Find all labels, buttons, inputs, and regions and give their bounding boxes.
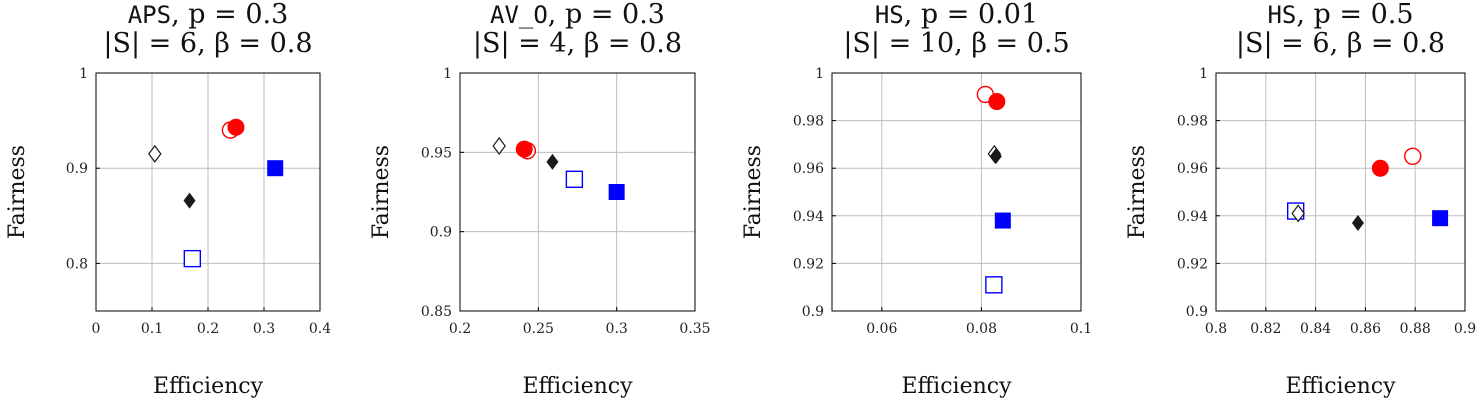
data-point-open-square [183, 249, 202, 268]
chart-title: APS, p = 0.3 [128, 0, 289, 30]
chart-title: AV_O, p = 0.3 [490, 0, 665, 30]
y-tick-label: 0.98 [793, 114, 824, 130]
y-tick-label: 1 [79, 66, 88, 82]
data-point-open-diamond [148, 144, 162, 163]
data-point-filled-circle [227, 118, 245, 136]
y-tick-label: 1 [443, 66, 452, 82]
data-point-open-square [565, 170, 584, 189]
x-axis-label: Efficiency [901, 374, 1012, 399]
x-tick-label: 0.3 [606, 321, 628, 337]
data-point-filled-diamond [546, 153, 559, 170]
x-axis-label: Efficiency [522, 374, 633, 399]
data-point-filled-square [994, 212, 1011, 229]
plot-frame [1215, 72, 1466, 312]
data-point-filled-circle [515, 140, 533, 158]
x-tick-label: 0.82 [1250, 321, 1281, 337]
y-tick-label: 0.94 [793, 209, 824, 225]
y-tick-label: 0.96 [1177, 161, 1208, 177]
x-tick-label: 0.9 [1454, 321, 1476, 337]
data-point-open-circle [1404, 147, 1422, 166]
y-tick-label: 0.9 [66, 161, 88, 177]
x-axis-label: Efficiency [153, 374, 264, 399]
x-tick-label: 0.06 [866, 321, 897, 337]
x-tick-label: 0.25 [523, 321, 554, 337]
chart-subtitle: |S| = 6, β = 0.8 [103, 28, 312, 59]
data-point-open-diamond [492, 136, 506, 155]
y-axis-label: Fairness [1125, 145, 1150, 239]
x-tick-label: 0.2 [449, 321, 471, 337]
data-point-filled-diamond [1351, 214, 1364, 231]
y-tick-label: 0.9 [1186, 304, 1208, 320]
plot-frame [459, 72, 696, 312]
chart-title-dataset: HS [875, 1, 904, 29]
y-axis-label: Fairness [5, 145, 30, 239]
x-tick-label: 0.08 [966, 321, 997, 337]
y-axis-label: Fairness [369, 145, 394, 239]
data-point-open-diamond [1291, 204, 1305, 223]
data-point-filled-circle [1371, 159, 1389, 177]
y-tick-label: 0.9 [430, 225, 452, 241]
x-tick-label: 0.86 [1350, 321, 1381, 337]
chart-title-params: , p = 0.01 [904, 0, 1038, 30]
y-axis-label: Fairness [741, 145, 766, 239]
data-point-filled-circle [988, 93, 1006, 111]
data-point-filled-square [608, 184, 625, 200]
plot-frame [831, 72, 1082, 312]
data-point-filled-square [1432, 210, 1449, 227]
chart-title-params: , p = 0.5 [1296, 0, 1413, 30]
x-tick-label: 0.88 [1400, 321, 1431, 337]
y-tick-label: 0.92 [793, 256, 824, 272]
chart-subtitle: |S| = 6, β = 0.8 [1236, 28, 1445, 59]
x-tick-label: 0.35 [679, 321, 710, 337]
x-tick-label: 0.1 [1070, 321, 1092, 337]
x-tick-label: 0 [92, 321, 101, 337]
y-tick-label: 0.8 [66, 256, 88, 272]
y-tick-label: 1 [815, 66, 824, 82]
y-tick-label: 0.96 [793, 161, 824, 177]
chart-subtitle: |S| = 10, β = 0.5 [843, 28, 1069, 59]
chart-title-dataset: HS [1267, 1, 1296, 29]
chart-title-dataset: AV_O [490, 1, 548, 29]
chart-title-dataset: APS [128, 1, 171, 29]
chart-title: HS, p = 0.5 [1267, 0, 1413, 30]
chart-title-params: , p = 0.3 [171, 0, 288, 30]
data-point-open-square [985, 276, 1003, 294]
y-tick-label: 0.92 [1177, 256, 1208, 272]
data-point-filled-diamond [989, 148, 1002, 165]
chart-subtitle: |S| = 4, β = 0.8 [473, 28, 682, 59]
chart-title-params: , p = 0.3 [548, 0, 665, 30]
x-tick-label: 0.8 [1205, 321, 1227, 337]
y-tick-label: 0.9 [802, 304, 824, 320]
y-tick-label: 0.95 [421, 145, 452, 161]
y-tick-label: 0.94 [1177, 209, 1208, 225]
x-tick-label: 0.84 [1300, 321, 1331, 337]
y-tick-label: 1 [1199, 66, 1208, 82]
x-tick-label: 0.2 [197, 321, 219, 337]
x-axis-label: Efficiency [1285, 374, 1396, 399]
y-tick-label: 0.98 [1177, 114, 1208, 130]
x-tick-label: 0.1 [141, 321, 163, 337]
y-tick-label: 0.85 [421, 304, 452, 320]
chart-title: HS, p = 0.01 [875, 0, 1038, 30]
data-point-filled-diamond [183, 192, 196, 209]
x-tick-label: 0.3 [253, 321, 275, 337]
x-tick-label: 0.4 [309, 321, 331, 337]
data-point-filled-square [267, 160, 284, 177]
